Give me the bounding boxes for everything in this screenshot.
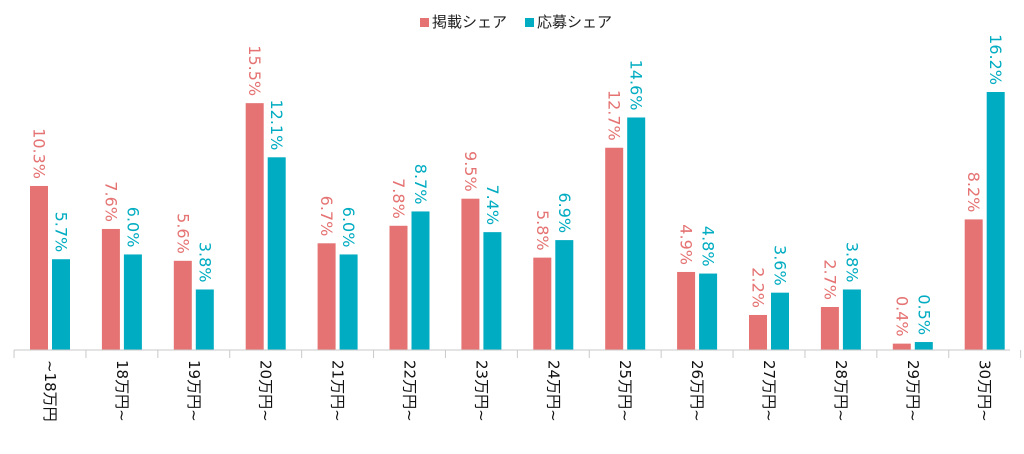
bar-application-share — [555, 240, 574, 350]
value-label-listing-share: 6.7% — [317, 196, 336, 237]
bar-application-share — [986, 92, 1005, 350]
x-tick-label: 21万円~ — [329, 360, 347, 422]
bar-listing-share — [964, 219, 983, 350]
value-label-listing-share: 7.6% — [101, 181, 120, 222]
value-label-listing-share: 10.3% — [30, 128, 49, 179]
value-label-application-share: 6.9% — [555, 192, 574, 233]
value-label-listing-share: 2.7% — [820, 259, 839, 300]
value-label-application-share: 3.8% — [195, 242, 214, 283]
value-label-listing-share: 9.5% — [461, 151, 480, 192]
bar-listing-share — [820, 307, 839, 350]
value-label-listing-share: 2.2% — [749, 267, 768, 308]
bar-application-share — [411, 211, 430, 350]
bar-listing-share — [245, 103, 264, 350]
legend: 掲載シェア 応募シェア — [420, 13, 612, 31]
bar-application-share — [483, 232, 502, 350]
value-label-application-share: 6.0% — [339, 207, 358, 248]
bar-application-share — [771, 292, 789, 350]
x-tick-label: 22万円~ — [401, 360, 419, 422]
value-label-application-share: 6.0% — [123, 207, 142, 248]
value-label-application-share: 16.2% — [986, 34, 1005, 85]
bar-application-share — [123, 254, 142, 350]
x-tick-label: 20万円~ — [257, 360, 275, 422]
bar-application-share — [52, 259, 70, 350]
bar-application-share — [699, 273, 718, 350]
bar-listing-share — [389, 225, 408, 350]
x-tick-label: 24万円~ — [544, 360, 562, 422]
bar-listing-share — [317, 243, 336, 350]
value-label-listing-share: 8.2% — [964, 172, 983, 213]
x-tick-label: 25万円~ — [616, 360, 634, 422]
value-label-application-share: 14.6% — [627, 60, 646, 111]
value-label-application-share: 4.8% — [699, 226, 718, 267]
value-label-listing-share: 15.5% — [245, 45, 264, 96]
value-labels: 10.3%5.7%7.6%6.0% 5.6%3.8%15.5%12.1%6.7% 6… — [30, 34, 1006, 336]
bar-application-share — [339, 254, 358, 350]
value-label-application-share: 5.7% — [52, 212, 71, 253]
legend-swatch-1 — [420, 18, 429, 27]
bar-listing-share — [605, 147, 624, 350]
bar-application-share — [195, 289, 214, 350]
value-label-application-share: 12.1% — [267, 99, 286, 150]
value-label-listing-share: 7.8% — [389, 178, 408, 219]
bar-application-share — [627, 117, 646, 351]
x-tick-label: 19万円~ — [185, 360, 203, 422]
x-tick-label: 23万円~ — [472, 360, 490, 422]
value-label-application-share: 8.7% — [411, 164, 430, 205]
legend-label-2: 応募シェア — [537, 13, 612, 31]
x-tick-label: ~18万円 — [41, 360, 59, 422]
x-axis-ticks: ~18万円 18万円~ 19万円~ 20万円~ 21万円~ 22万円~ 23万円~ 24万円~… — [13, 350, 1022, 422]
bar-listing-share — [461, 198, 480, 350]
value-label-listing-share: 12.7% — [605, 90, 624, 141]
bar-listing-share — [533, 257, 552, 350]
bar-listing-share — [101, 228, 120, 350]
value-label-listing-share: 5.6% — [173, 213, 192, 254]
value-label-listing-share: 5.8% — [533, 210, 552, 251]
legend-swatch-2 — [525, 18, 534, 27]
bar-listing-share — [30, 185, 48, 350]
value-label-application-share: 3.6% — [771, 245, 790, 286]
bar-listing-share — [749, 314, 767, 350]
x-tick-label: 28万円~ — [832, 360, 850, 422]
value-label-listing-share: 0.4% — [892, 296, 911, 337]
bar-application-share — [267, 157, 286, 350]
value-label-application-share: 0.5% — [914, 294, 933, 335]
x-tick-label: 18万円~ — [113, 360, 131, 422]
x-tick-label: 26万円~ — [688, 360, 706, 422]
bar-application-share — [914, 342, 933, 350]
bar-listing-share — [173, 260, 192, 350]
x-tick-label: 27万円~ — [760, 360, 778, 422]
bars — [30, 92, 1005, 351]
bar-application-share — [842, 289, 861, 350]
value-label-listing-share: 4.9% — [677, 224, 696, 265]
value-label-application-share: 7.4% — [483, 184, 502, 225]
bar-listing-share — [677, 271, 696, 350]
x-tick-label: 30万円~ — [976, 360, 994, 422]
x-tick-label: 29万円~ — [904, 360, 922, 422]
legend-label-1: 掲載シェア — [432, 13, 507, 31]
bar-listing-share — [892, 343, 911, 350]
value-label-application-share: 3.8% — [842, 242, 861, 283]
